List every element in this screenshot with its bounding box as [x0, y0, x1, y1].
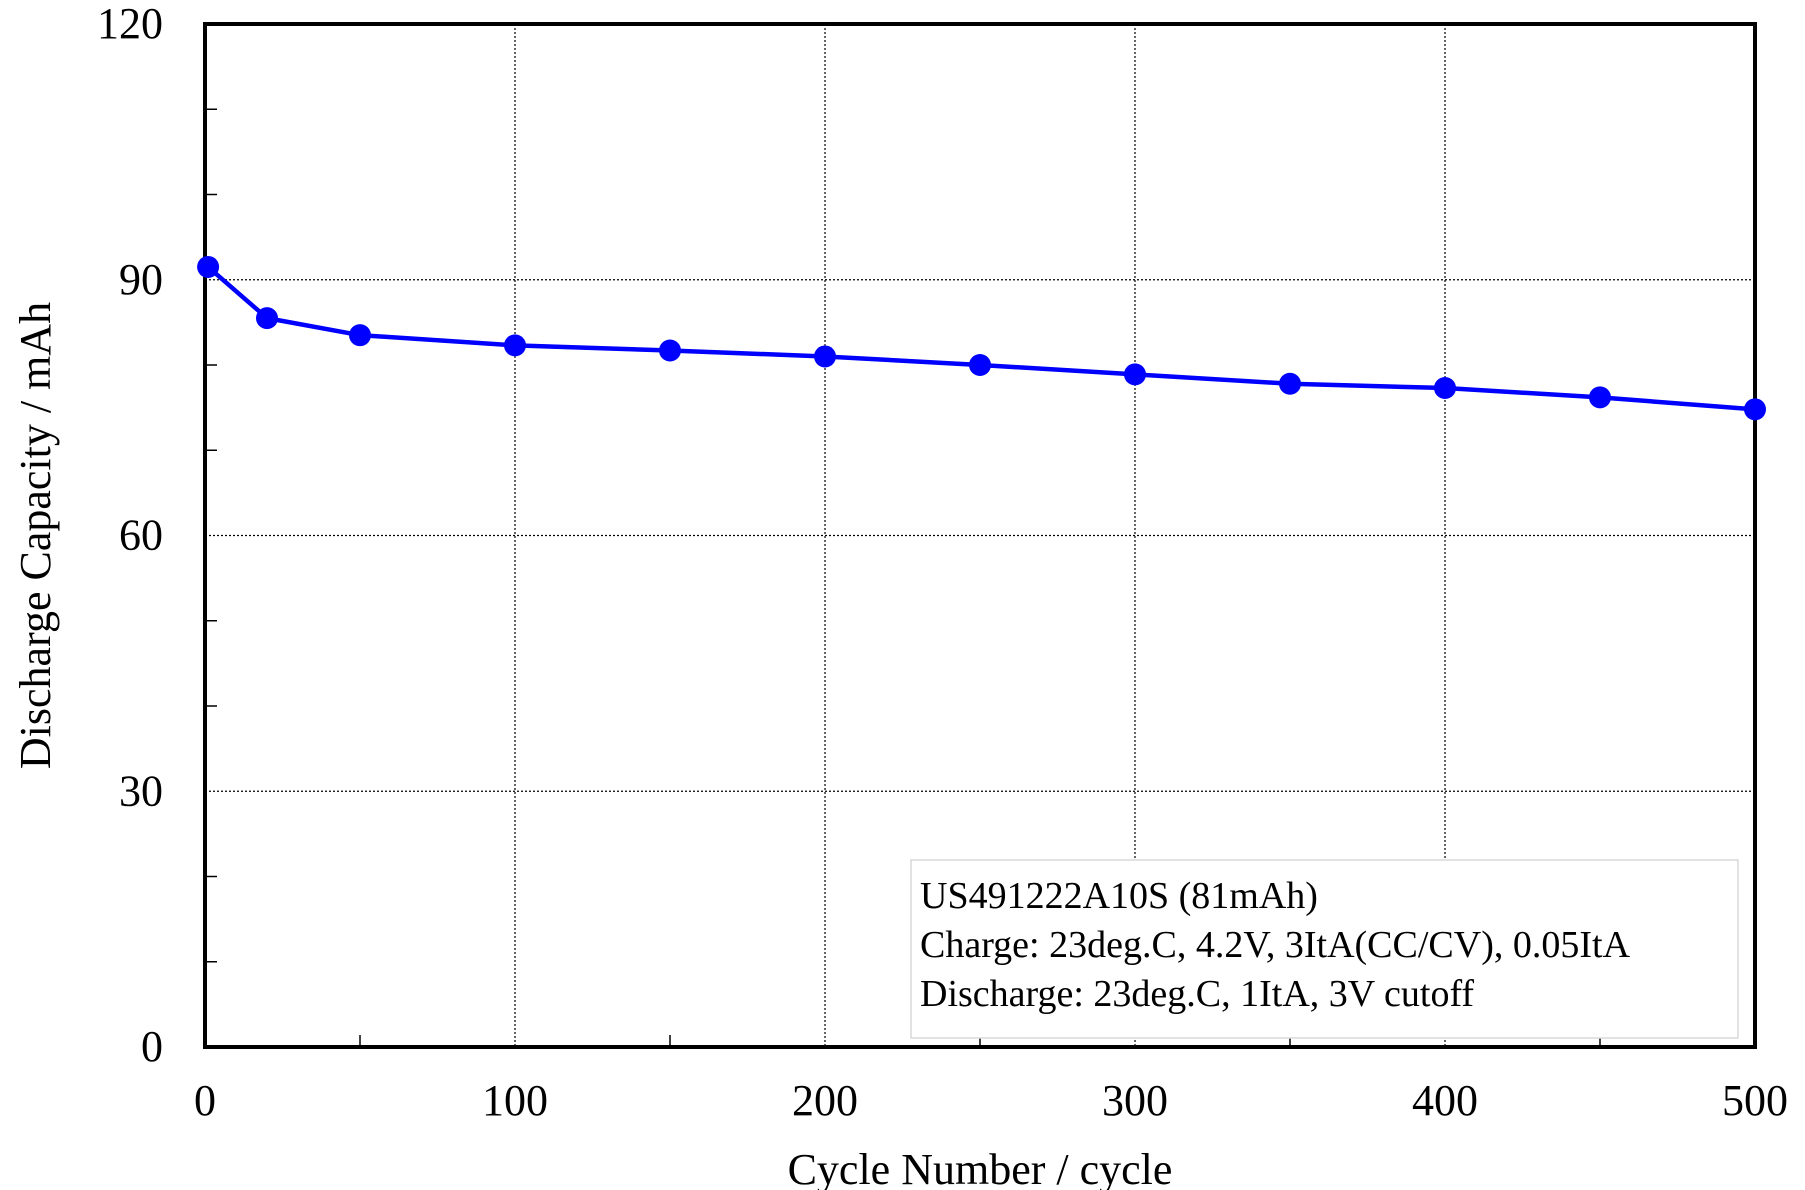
y-tick-label: 30 — [119, 766, 163, 815]
x-tick-label: 500 — [1722, 1076, 1788, 1125]
y-tick-label: 120 — [97, 0, 163, 48]
data-point — [197, 255, 220, 278]
annotation-box-frame — [910, 859, 1739, 1039]
x-tick-label: 0 — [194, 1076, 216, 1125]
data-point — [1744, 398, 1766, 421]
annotation-line-discharge: Discharge: 23deg.C, 1ItA, 3V cutoff — [920, 973, 1474, 1015]
data-point — [349, 324, 371, 347]
y-axis-tick-labels: 0 30 60 90 120 — [97, 0, 163, 1071]
x-tick-label: 300 — [1102, 1076, 1168, 1125]
series-line — [206, 265, 1756, 412]
data-point — [1124, 363, 1146, 386]
y-axis-title: Discharge Capacity / mAh — [11, 302, 60, 769]
x-axis-tick-labels: 0 100 200 300 400 500 — [194, 1076, 1788, 1125]
data-point — [256, 307, 278, 330]
x-axis-title: Cycle Number / cycle — [788, 1145, 1173, 1190]
annotation-line-charge: Charge: 23deg.C, 4.2V, 3ItA(CC/CV), 0.05… — [920, 924, 1631, 966]
conditions-annotation-box: US491222A10S (81mAh) Charge: 23deg.C, 4.… — [910, 859, 1739, 1039]
data-point — [969, 354, 991, 376]
y-tick-label: 60 — [119, 511, 163, 560]
data-point — [659, 339, 681, 362]
y-tick-label: 90 — [119, 255, 163, 304]
plot-area-frame — [203, 22, 1757, 1049]
annotation-line-model: US491222A10S (81mAh) — [920, 875, 1318, 917]
data-point — [1589, 386, 1611, 409]
data-point — [814, 345, 836, 368]
series-layer — [197, 255, 1766, 421]
x-tick-label: 200 — [792, 1076, 858, 1125]
y-tick-label: 0 — [141, 1022, 163, 1071]
x-tick-label: 100 — [482, 1076, 548, 1125]
data-point — [504, 334, 526, 357]
data-point — [1279, 372, 1301, 395]
data-point — [1434, 377, 1456, 400]
x-tick-label: 400 — [1412, 1076, 1478, 1125]
